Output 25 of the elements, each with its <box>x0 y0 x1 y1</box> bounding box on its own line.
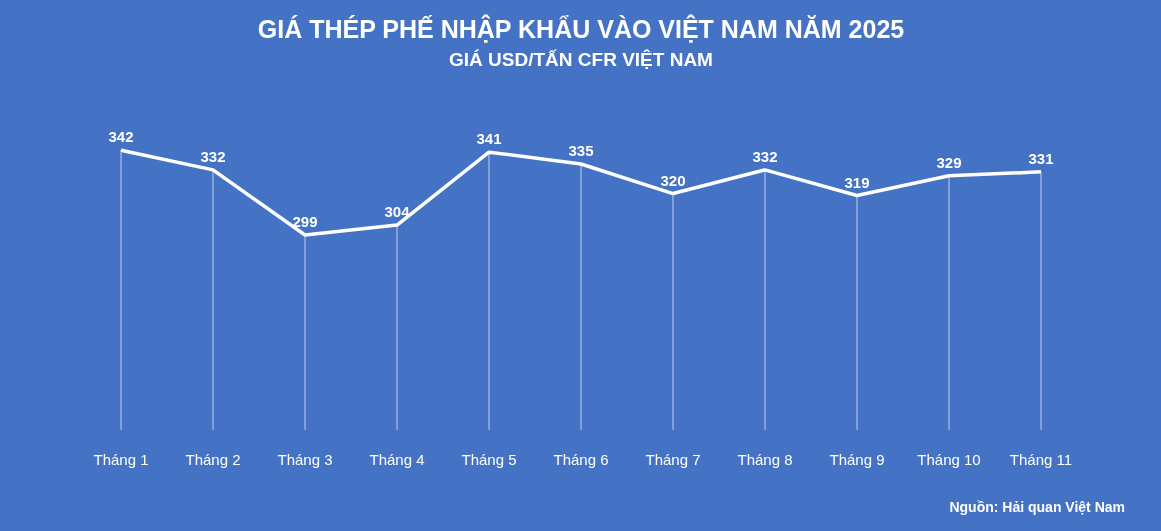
x-tick-label: Tháng 6 <box>553 450 609 468</box>
text: Nguồn: Hải quan Việt Nam <box>949 499 1125 515</box>
x-tick-label: Tháng 8 <box>737 450 793 468</box>
x-tick-label: Tháng 4 <box>369 450 425 468</box>
x-tick-label: Tháng 1 <box>93 450 149 468</box>
data-label: 331 <box>1028 149 1054 167</box>
data-label: 320 <box>660 171 686 189</box>
data-label: 335 <box>568 141 594 159</box>
chart-title: GIÁ THÉP PHẾ NHẬP KHẨU VÀO VIỆT NAM NĂM 2025 <box>257 14 905 44</box>
data-label: 304 <box>384 203 411 221</box>
x-tick-label: Tháng 10 <box>917 450 981 468</box>
data-label: 319 <box>844 173 870 191</box>
data-label: 332 <box>200 147 226 165</box>
data-label: 341 <box>476 130 502 148</box>
x-tick-label: Tháng 3 <box>277 450 333 468</box>
data-label: 342 <box>108 128 134 146</box>
x-tick-label: Tháng 2 <box>185 450 241 468</box>
x-tick-label: Tháng 5 <box>461 450 517 468</box>
x-tick-label: Tháng 7 <box>645 450 701 468</box>
x-tick-label: Tháng 11 <box>1009 450 1073 468</box>
data-label: 332 <box>752 147 778 165</box>
data-label: 329 <box>936 153 962 171</box>
data-label: 299 <box>292 212 318 230</box>
x-tick-label: Tháng 9 <box>829 450 885 468</box>
chart-subtitle: GIÁ USD/TẤN CFR VIỆT NAM <box>449 49 713 71</box>
